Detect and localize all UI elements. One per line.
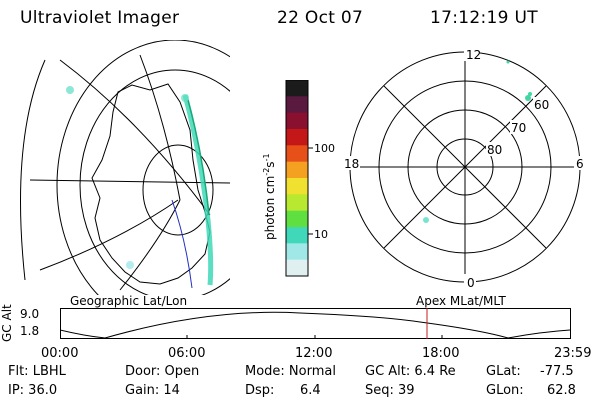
door-info: Door: Open [125, 364, 200, 379]
glon-label: GLon: [486, 383, 524, 398]
colorbar-unit-label: photon cm-2s-1 [262, 153, 277, 240]
mlt-diagonal [383, 85, 547, 249]
mlat-label-80: 80 [487, 143, 502, 157]
aurora-spot [181, 94, 189, 102]
magnetic-polar-plot: 12 0 18 6 60 70 80 [342, 47, 584, 290]
colorbar-segment [286, 259, 308, 277]
instrument-title: Ultraviolet Imager [20, 8, 180, 28]
alt-plot-ylabel: GC Alt [0, 304, 14, 342]
colorbar-segment [286, 129, 308, 146]
dsp-value: 6.4 [300, 383, 321, 398]
colorbar-segment [286, 227, 308, 244]
aurora-spot [525, 95, 531, 101]
xtick-0600: 06:00 [168, 346, 206, 361]
continent-outline [91, 83, 211, 285]
geographic-map [20, 40, 230, 295]
glon-value: 62.8 [547, 383, 576, 398]
colorbar-segment [286, 178, 308, 195]
aurora-spot [66, 86, 74, 94]
colorbar: 100 10 [285, 80, 335, 277]
meridian-line [119, 199, 181, 291]
altitude-plot [60, 308, 571, 339]
orbit-track [171, 199, 193, 289]
gc-alt-info: GC Alt: 6.4 Re [365, 364, 456, 379]
mlat-label-60: 60 [534, 98, 549, 112]
colorbar-segment [286, 112, 308, 130]
xtick-2359: 23:59 [554, 346, 592, 361]
filter-info: Flt: LBHL [8, 364, 66, 379]
alt-plot-right-title: Apex MLat/MLT [416, 294, 506, 308]
mlt-label-0: 0 [467, 276, 475, 290]
colorbar-segment [286, 161, 308, 179]
colorbar-segment [286, 194, 308, 212]
colorbar-segment [286, 210, 308, 228]
colorbar-tick-100: 100 [314, 142, 335, 155]
xtick-1800: 18:00 [422, 346, 460, 361]
colorbar-segment [286, 243, 308, 261]
aurora-arc [182, 94, 214, 286]
seq-info: Seq: 39 [365, 383, 415, 398]
mlt-label-6: 6 [576, 157, 584, 171]
mode-info: Mode: Normal [245, 364, 336, 379]
xtick-0000: 00:00 [41, 346, 79, 361]
alt-plot-ytick-high: 9.0 [20, 307, 40, 321]
meridian-line [59, 59, 211, 216]
latitude-circle-mid [79, 69, 230, 295]
xtick-1200: 12:00 [295, 346, 333, 361]
colorbar-segment [286, 96, 308, 114]
alt-plot-ytick-low: 1.8 [20, 324, 40, 338]
colorbar-tick-10: 10 [314, 228, 328, 241]
latitude-circle-inner [142, 144, 214, 236]
alt-plot-left-title: Geographic Lat/Lon [70, 294, 188, 308]
meridian-line [29, 179, 230, 184]
meridian-line [139, 54, 181, 201]
latitude-circle-outer [56, 40, 230, 295]
aurora-spot [423, 217, 429, 223]
mlat-label-70: 70 [511, 121, 526, 135]
mlt-label-12: 12 [466, 48, 481, 62]
globe-horizon-line [20, 59, 46, 281]
mlt-label-18: 18 [344, 157, 359, 171]
altitude-curve [60, 311, 571, 339]
glat-label: GLat: [486, 364, 521, 379]
aurora-spot [528, 92, 532, 96]
observation-date: 22 Oct 07 [277, 8, 364, 28]
aurora-edge [187, 99, 210, 216]
colorbar-segment [286, 80, 308, 97]
observation-time: 17:12:19 UT [430, 8, 538, 28]
aurora-spot [126, 261, 134, 269]
glat-value: -77.5 [540, 364, 574, 379]
meridian-line [39, 199, 179, 271]
aurora-spot [506, 60, 510, 64]
ip-info: IP: 36.0 [8, 383, 58, 398]
gain-info: Gain: 14 [125, 383, 180, 398]
dsp-label: Dsp: [245, 383, 275, 398]
colorbar-segment [286, 145, 308, 163]
